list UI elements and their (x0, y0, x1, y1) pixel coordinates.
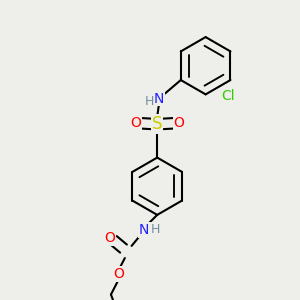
Text: H: H (145, 95, 154, 108)
Text: N: N (139, 223, 149, 237)
Text: S: S (152, 115, 163, 133)
Text: H: H (151, 223, 160, 236)
Text: O: O (113, 267, 124, 281)
Text: Cl: Cl (221, 89, 234, 103)
Text: O: O (105, 232, 116, 245)
Text: O: O (130, 116, 141, 130)
Text: N: N (154, 92, 164, 106)
Text: O: O (174, 116, 184, 130)
